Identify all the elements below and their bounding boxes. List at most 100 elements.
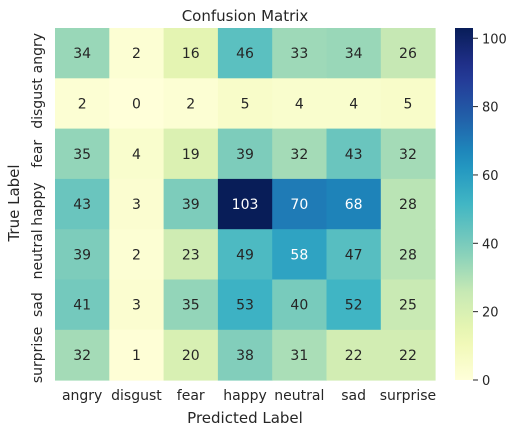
heatmap-cell [55,229,110,280]
cell-value-label: 3 [132,197,141,213]
cell-value-label: 32 [73,348,91,364]
cell-value-label: 28 [399,197,417,213]
y-tick-label: angry [30,33,46,73]
heatmap-cell [55,78,110,130]
chart-title: Confusion Matrix [182,7,309,25]
cell-value-label: 5 [403,96,412,112]
heatmap-cell [217,78,273,130]
heatmap-cell [326,229,382,280]
cell-value-label: 19 [182,147,200,163]
heatmap-cell [217,28,273,79]
cell-value-label: 53 [236,298,254,314]
cell-value-label: 39 [73,247,91,263]
cell-value-label: 41 [73,298,91,314]
cell-value-label: 39 [182,197,200,213]
heatmap-cell [163,279,219,331]
cell-value-label: 2 [132,247,141,263]
y-tick-label: sad [30,292,46,317]
heatmap-cell [163,78,219,130]
x-tick-label: angry [62,388,102,404]
cell-value-label: 4 [295,96,304,112]
heatmap-cell [380,178,436,230]
y-tick-labels: angry disgust fear happy neutral sad surprise [30,33,46,383]
cell-value-label: 68 [345,197,363,213]
heatmap-cell [380,229,436,280]
heatmap-cell [272,329,327,381]
heatmap-cell [326,329,382,381]
colorbar [455,28,473,380]
colorbar-ticks: 0 20 40 60 80 100 [473,32,507,389]
cell-value-label: 1 [132,348,141,364]
cell-value-label: 39 [236,147,254,163]
cell-value-label: 47 [345,247,363,263]
heatmap-cell [163,178,219,230]
heatmap-cell [109,78,165,130]
cell-value-label: 25 [399,298,417,314]
heatmap-cell [55,279,110,331]
heatmap-cell [109,229,165,280]
cell-value-label: 38 [236,348,254,364]
colorbar-tick-label: 40 [482,237,499,252]
x-tick-label: happy [223,388,267,404]
x-tick-label: fear [177,388,205,404]
cell-value-label: 31 [290,348,308,364]
heatmap-cell [326,28,382,79]
heatmap-cell [217,128,273,180]
colorbar-tick-label: 20 [482,306,499,321]
y-tick-label: neutral [30,229,46,279]
colorbar-tick-label: 0 [482,374,490,389]
heatmap-cell [326,178,382,230]
heatmap-cell [217,329,273,381]
cell-value-label: 103 [232,197,259,213]
colorbar-tick-label: 60 [482,169,499,184]
cell-value-label: 23 [182,247,200,263]
cell-value-label: 34 [73,46,91,62]
x-tick-label: disgust [111,388,162,404]
heatmap-cell [109,128,165,180]
cell-value-label: 58 [290,247,308,263]
cell-value-label: 4 [132,147,141,163]
cell-value-label: 49 [236,247,254,263]
cell-value-label: 52 [345,298,363,314]
y-tick-label: disgust [30,78,46,129]
heatmap-cell [272,78,327,130]
cell-value-label: 46 [236,46,254,62]
heatmap-cell [326,78,382,130]
cell-value-label: 20 [182,348,200,364]
y-axis-label: True Label [5,164,23,242]
cell-value-label: 35 [73,147,91,163]
heatmap-cell [380,329,436,381]
cell-value-label: 40 [290,298,308,314]
cell-value-label: 33 [290,46,308,62]
heatmap-cell [163,28,219,79]
heatmap-cell [380,279,436,331]
cell-value-label: 16 [182,46,200,62]
cell-value-label: 2 [186,96,195,112]
heatmap-cell [55,178,110,230]
cell-value-label: 32 [290,147,308,163]
cell-value-label: 5 [241,96,250,112]
cell-value-label: 3 [132,298,141,314]
heatmap-cell [326,279,382,331]
heatmap-cell [55,128,110,180]
x-axis-label: Predicted Label [187,409,303,427]
x-tick-labels: angry disgust fear happy neutral sad surprise [62,388,436,404]
heatmap-cell [109,329,165,381]
heatmap-cell [163,329,219,381]
colorbar-tick-label: 80 [482,101,499,116]
heatmap-cell [55,28,110,79]
x-tick-label: surprise [380,388,436,404]
heatmap-cell [109,178,165,230]
heatmap-cell [380,78,436,130]
y-tick-label: surprise [30,327,46,383]
cell-value-label: 22 [345,348,363,364]
heatmap-cell [272,128,327,180]
cell-value-label: 2 [132,46,141,62]
heatmap-cell [163,229,219,280]
heatmap-cell [272,229,327,280]
y-tick-label: happy [30,182,46,226]
heatmap-cell [109,28,165,79]
cell-value-label: 35 [182,298,200,314]
heatmap-cell [55,329,110,381]
